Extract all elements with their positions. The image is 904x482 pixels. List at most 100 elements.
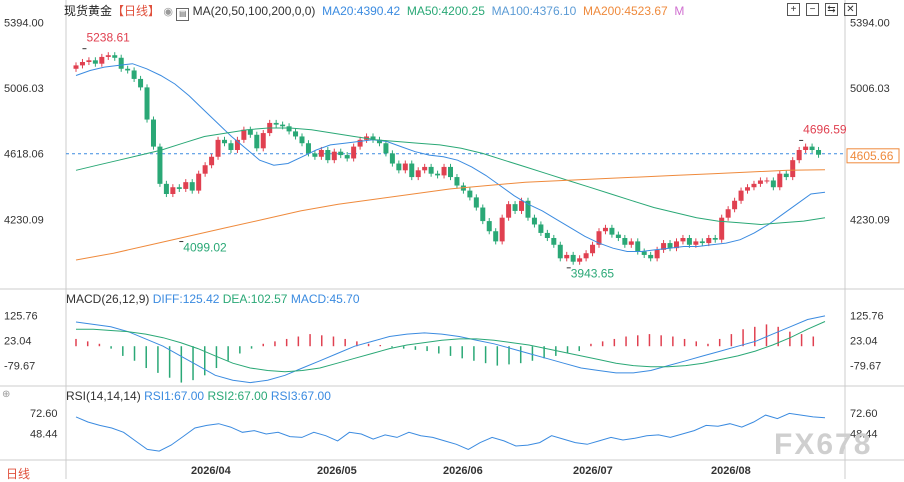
candle: [299, 136, 305, 144]
rsi-line: [75, 412, 826, 452]
candle: [809, 146, 815, 150]
x-tick-label: 2026/06: [443, 465, 483, 477]
ma200-line: [75, 169, 826, 261]
y-tick-right: 4230.09: [850, 214, 890, 226]
candle: [170, 187, 176, 194]
candle: [370, 136, 376, 140]
rsi-y-tick-left: 72.60: [30, 408, 58, 420]
candle: [499, 217, 505, 242]
candle: [777, 173, 783, 188]
ma200-value: MA200:4523.67: [582, 4, 668, 18]
candle: [280, 124, 286, 127]
candle: [519, 200, 525, 211]
candle: [609, 227, 615, 235]
add-indicator-icon[interactable]: +: [787, 3, 800, 16]
candle: [473, 197, 479, 208]
candle: [254, 134, 260, 149]
candle: [557, 244, 563, 259]
candle: [157, 146, 163, 184]
rsi-header: RSI(14,14,14) RSI1:67.00 RSI2:67.00 RSI3…: [66, 389, 331, 403]
ma50-value: MA50:4200.25: [406, 4, 485, 18]
candle: [441, 166, 447, 176]
x-tick-label: 2026/05: [317, 465, 357, 477]
ma50-line: [75, 127, 826, 226]
candle: [790, 160, 796, 178]
candle: [202, 165, 208, 174]
candle: [448, 166, 453, 178]
candle: [376, 139, 382, 144]
candle: [73, 65, 79, 69]
candle: [712, 238, 718, 240]
price-annotation: 4696.59: [803, 122, 847, 136]
period-tab[interactable]: 日线: [6, 467, 31, 481]
candle: [467, 190, 473, 198]
candle: [196, 173, 202, 191]
macd-diff: DIFF:125.42: [152, 292, 220, 306]
y-tick-left: 5006.03: [4, 83, 44, 95]
candle: [538, 224, 544, 233]
candle: [92, 60, 98, 64]
candle: [480, 207, 486, 222]
swap-icon[interactable]: ⇆: [825, 3, 838, 16]
ma-settings-icon[interactable]: ▤: [176, 8, 190, 21]
candle: [673, 241, 679, 249]
rsi2-value: RSI2:67.00: [207, 389, 268, 403]
macd-diff-line: [75, 315, 826, 384]
candle: [183, 182, 189, 189]
x-tick-label: 2026/04: [191, 465, 232, 477]
candle: [622, 238, 628, 245]
minus-icon[interactable]: −: [806, 3, 819, 16]
candle: [209, 156, 215, 166]
candle: [215, 139, 221, 157]
ma20-value: MA20:4390.42: [322, 4, 401, 18]
candle: [357, 139, 363, 147]
period-label[interactable]: 【日线】: [112, 4, 161, 18]
price-annotation: 5238.61: [86, 31, 130, 45]
eye-icon[interactable]: ◉: [163, 6, 173, 18]
instrument-title: 现货黄金: [64, 4, 113, 18]
candle: [764, 180, 770, 182]
candle: [757, 180, 763, 184]
candle: [422, 166, 428, 171]
candle: [719, 217, 725, 240]
candle: [493, 231, 499, 242]
x-tick-label: 2026/08: [711, 465, 751, 477]
candle: [796, 150, 802, 161]
candle: [738, 190, 744, 201]
ma100-value: MA100:4376.10: [491, 4, 577, 18]
crosshair-icon[interactable]: ⊕: [2, 389, 11, 400]
candle: [693, 241, 699, 245]
candle: [318, 150, 324, 157]
ma-label: MA(20,50,100,200,0,0): [192, 4, 316, 18]
macd-y-tick-left: 23.04: [4, 336, 32, 348]
candle: [506, 204, 512, 218]
candle: [770, 180, 776, 188]
candle: [344, 155, 350, 159]
macd-y-tick-left: -79.67: [4, 361, 35, 373]
candle: [118, 57, 124, 69]
candle: [590, 244, 596, 254]
rsi-y-tick-right: 72.60: [850, 408, 878, 420]
watermark: FX678: [774, 428, 873, 461]
candle: [389, 153, 395, 164]
macd-dea: DEA:102.57: [222, 292, 288, 306]
candle: [125, 68, 131, 71]
candle: [803, 146, 809, 150]
candle: [112, 55, 118, 58]
candle: [751, 183, 757, 188]
candle: [189, 182, 195, 191]
macd-macd: MACD:45.70: [290, 292, 360, 306]
candle: [725, 209, 731, 218]
macd-dea-line: [76, 321, 826, 373]
candle: [816, 150, 822, 155]
candle: [325, 150, 331, 161]
close-icon[interactable]: ✕: [844, 3, 857, 16]
candle: [99, 56, 105, 64]
macd-y-tick-right: 23.04: [850, 336, 878, 348]
candle: [138, 78, 144, 88]
candle: [383, 143, 389, 154]
price-annotation: 4099.02: [183, 240, 227, 254]
candle: [176, 187, 182, 189]
candle: [305, 143, 311, 154]
